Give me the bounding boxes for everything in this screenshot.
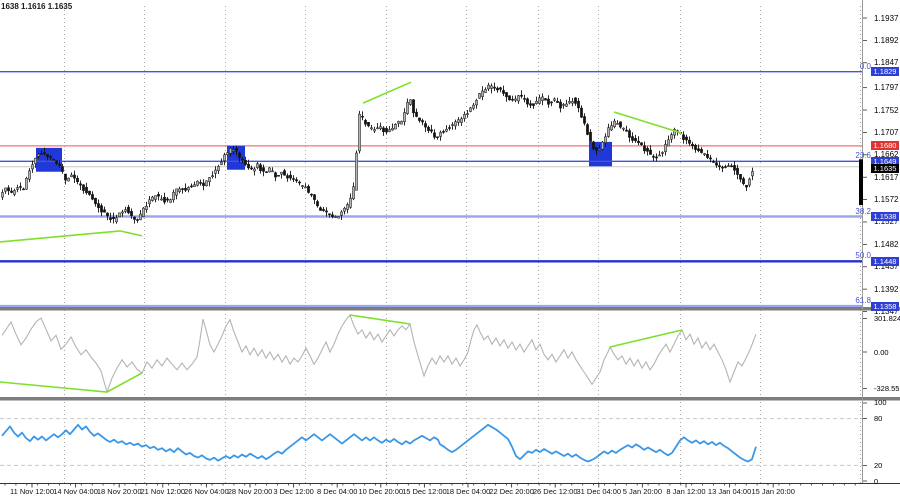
fibonacci-lines (0, 71, 862, 308)
axis-ticks (4, 17, 867, 488)
panel-separator (0, 397, 900, 401)
price-trend-lines[interactable] (0, 81, 682, 243)
gridlines (64, 6, 861, 483)
panel-separator (0, 307, 900, 311)
candlesticks (1, 82, 754, 224)
rsi-line (1, 423, 757, 463)
axis-price-range-bar (859, 159, 863, 206)
oscillator-trend-lines[interactable] (0, 314, 683, 393)
time-axis[interactable] (0, 484, 900, 500)
price-axis[interactable] (863, 0, 900, 483)
oscillator-line (1, 313, 757, 394)
